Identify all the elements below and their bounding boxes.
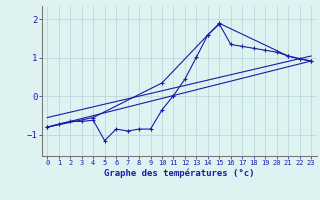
X-axis label: Graphe des températures (°c): Graphe des températures (°c): [104, 169, 254, 178]
